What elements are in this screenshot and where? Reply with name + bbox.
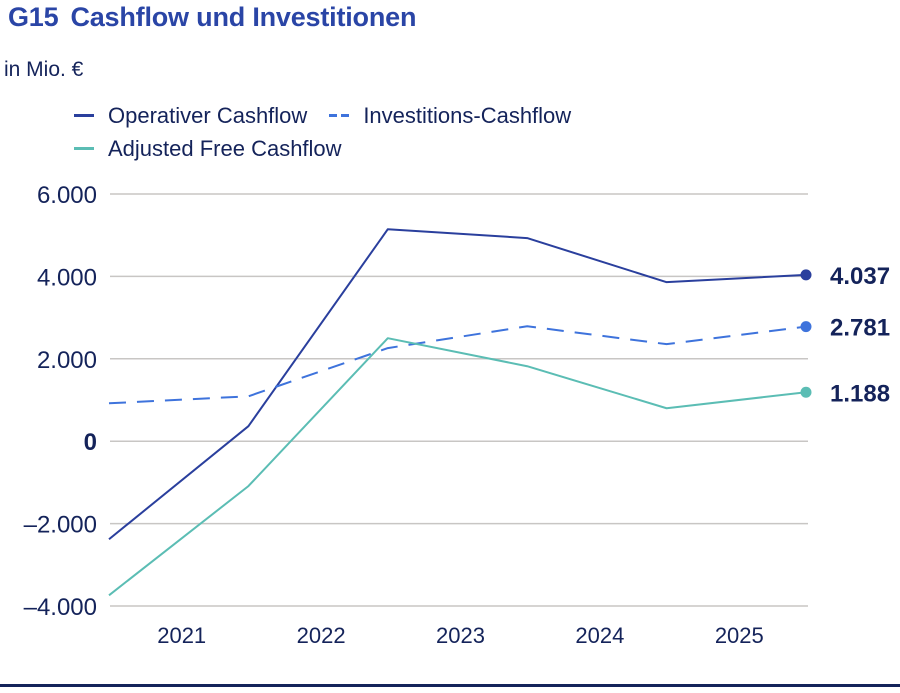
figure-number: G15	[8, 2, 59, 32]
legend-item-adjusted: Adjusted Free Cashflow	[74, 136, 342, 162]
y-tick-label: –2.000	[24, 512, 97, 539]
x-tick-label: 2022	[297, 623, 346, 648]
unit-label: in Mio. €	[4, 58, 84, 81]
end-value-label: 1.188	[830, 380, 890, 407]
end-markers: 4.037 2.781 1.188	[800, 263, 890, 407]
end-marker-dot	[800, 269, 812, 281]
gridlines	[110, 193, 808, 607]
y-tick-label: 2.000	[37, 347, 97, 374]
y-tick-label: 4.000	[37, 264, 97, 291]
legend-label: Operativer Cashflow	[108, 102, 308, 128]
bottom-rule	[0, 684, 900, 687]
y-tick-label: 6.000	[37, 182, 97, 209]
legend-item-operating: Operativer Cashflow	[74, 103, 307, 129]
solid-line-swatch-icon	[74, 147, 94, 150]
y-axis-ticks: 6.000 4.000 2.000 0 –2.000 –4.000	[24, 182, 97, 621]
x-tick-label: 2024	[575, 623, 624, 648]
x-axis-ticks: 2021 2022 2023 2024 2025	[157, 623, 764, 648]
legend-item-investing: Investitions-Cashflow	[329, 103, 571, 129]
y-tick-label: 0	[84, 429, 97, 456]
solid-line-swatch-icon	[74, 114, 94, 117]
end-value-label: 2.781	[830, 315, 890, 342]
dashed-line-swatch-icon	[329, 114, 350, 117]
end-marker-dot	[800, 321, 812, 333]
series-line-adjusted	[108, 337, 807, 597]
legend-label: Adjusted Free Cashflow	[108, 135, 342, 161]
end-marker-dot	[800, 386, 812, 398]
legend: Operativer Cashflow Investitions-Cashflo…	[74, 99, 593, 165]
series-line-investing	[108, 325, 807, 405]
x-tick-label: 2025	[715, 623, 764, 648]
series-lines	[108, 228, 807, 597]
end-value-label: 4.037	[830, 263, 890, 290]
legend-label: Investitions-Cashflow	[363, 102, 572, 128]
series-line-operating	[108, 228, 807, 541]
x-tick-label: 2021	[157, 623, 206, 648]
x-tick-label: 2023	[436, 623, 485, 648]
title-text: Cashflow und Investitionen	[70, 2, 417, 32]
y-tick-label: –4.000	[24, 594, 97, 621]
chart-title: G15 Cashflow und Investitionen	[8, 2, 416, 33]
